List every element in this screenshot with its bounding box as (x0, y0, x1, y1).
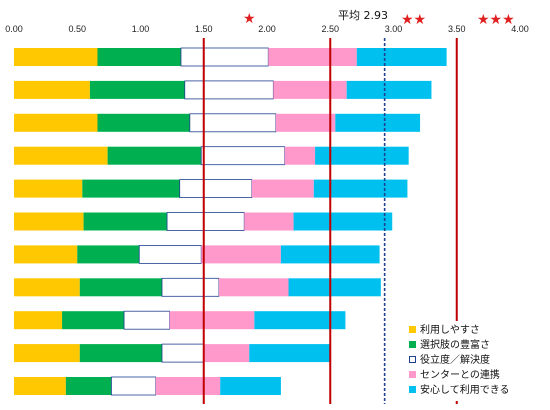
bar-segment-1 (14, 48, 98, 66)
legend-swatch-4 (409, 371, 416, 378)
x-tick-label: 0.50 (68, 24, 86, 34)
average-label: 平均 2.93 (338, 9, 388, 22)
x-tick-label: 2.00 (258, 24, 276, 34)
bar-segment-2 (97, 48, 181, 66)
bar-segment-3 (200, 146, 286, 166)
bar-segment-2 (83, 212, 168, 231)
bar-segment-2 (97, 113, 190, 132)
bars (14, 47, 447, 396)
bar-segment-2 (89, 80, 185, 99)
legend-label-1: 利用しやすさ (420, 324, 480, 336)
legend-background (404, 321, 526, 401)
bar-segment-3 (180, 47, 269, 67)
bar-segment-5 (254, 311, 346, 330)
bar-segment-3 (138, 244, 202, 264)
bar-segment-2 (62, 311, 125, 330)
x-axis: 0.00 0.50 1.00 1.50 2.00 2.50 3.00 3.50 4.00 (5, 24, 529, 34)
bar-segment-3 (166, 212, 245, 231)
bar-segment-4 (155, 377, 221, 395)
bar-segment-4 (169, 311, 255, 330)
bar-segment-5 (249, 344, 331, 363)
bar-segment-1 (14, 344, 80, 363)
bar-segment-5 (346, 80, 432, 99)
one-star-marker: ★ (243, 11, 256, 27)
three-star-marker: ★★★ (477, 12, 515, 28)
bar-segment-2 (79, 344, 163, 363)
two-star-marker: ★★ (401, 12, 426, 28)
legend-swatch-5 (409, 386, 416, 393)
x-tick-label: 2.50 (321, 24, 339, 34)
bar-segment-4 (273, 80, 347, 99)
x-tick-label: 3.00 (385, 24, 403, 34)
bar-segment-3 (161, 277, 220, 297)
bar-segment-3 (179, 179, 253, 199)
bar-segment-5 (293, 212, 393, 231)
bar-segment-2 (82, 179, 180, 198)
bar-segment-1 (14, 179, 83, 198)
bar-segment-4 (251, 179, 314, 198)
bar-segment-1 (14, 212, 84, 231)
legend-swatch-2 (409, 341, 416, 348)
x-tick-label: 0.00 (5, 24, 23, 34)
bar-segment-3 (189, 113, 277, 133)
bar-segment-3 (111, 376, 157, 396)
legend-label-2: 選択肢の豊富さ (420, 338, 490, 351)
bar-segment-4 (275, 113, 336, 132)
bar-segment-3 (184, 80, 274, 100)
bar-segment-4 (201, 245, 281, 264)
bar-segment-1 (14, 146, 108, 165)
bar-segment-5 (220, 377, 281, 395)
bar-segment-4 (244, 212, 294, 231)
bar-segment-5 (335, 113, 421, 132)
legend-label-5: 安心して利用できる (420, 383, 510, 396)
bar-segment-4 (284, 146, 316, 165)
legend: 利用しやすさ 選択肢の豊富さ 役立度／解決度 センターとの連携 安心して利用でき… (404, 321, 526, 401)
bar-segment-5 (315, 146, 409, 165)
legend-swatch-1 (409, 326, 416, 333)
x-tick-label: 1.50 (195, 24, 213, 34)
legend-label-3: 役立度／解決度 (420, 353, 490, 366)
legend-swatch-3 (409, 356, 416, 363)
bar-segment-2 (79, 278, 163, 297)
bar-segment-1 (14, 113, 98, 132)
x-tick-label: 4.00 (511, 24, 529, 34)
x-tick-label: 1.00 (132, 24, 150, 34)
legend-label-4: センターとの連携 (420, 368, 500, 381)
bar-segment-1 (14, 245, 78, 264)
annotations: 平均 2.93 ★ ★★ ★★★ (243, 9, 515, 28)
bar-segment-5 (356, 48, 447, 66)
x-tick-label: 3.50 (448, 24, 466, 34)
bar-segment-4 (218, 278, 289, 297)
bar-segment-3 (161, 343, 205, 363)
bar-segment-1 (14, 80, 90, 99)
bar-segment-5 (288, 278, 381, 297)
bar-segment-3 (123, 310, 170, 330)
bar-segment-2 (77, 245, 140, 264)
bar-segment-4 (203, 344, 250, 363)
bar-segment-1 (14, 278, 80, 297)
bar-segment-1 (14, 377, 66, 395)
bar-segment-4 (268, 48, 357, 66)
bar-segment-2 (107, 146, 202, 165)
bar-segment-2 (65, 377, 112, 395)
bar-segment-1 (14, 311, 63, 330)
bar-segment-5 (313, 179, 408, 198)
